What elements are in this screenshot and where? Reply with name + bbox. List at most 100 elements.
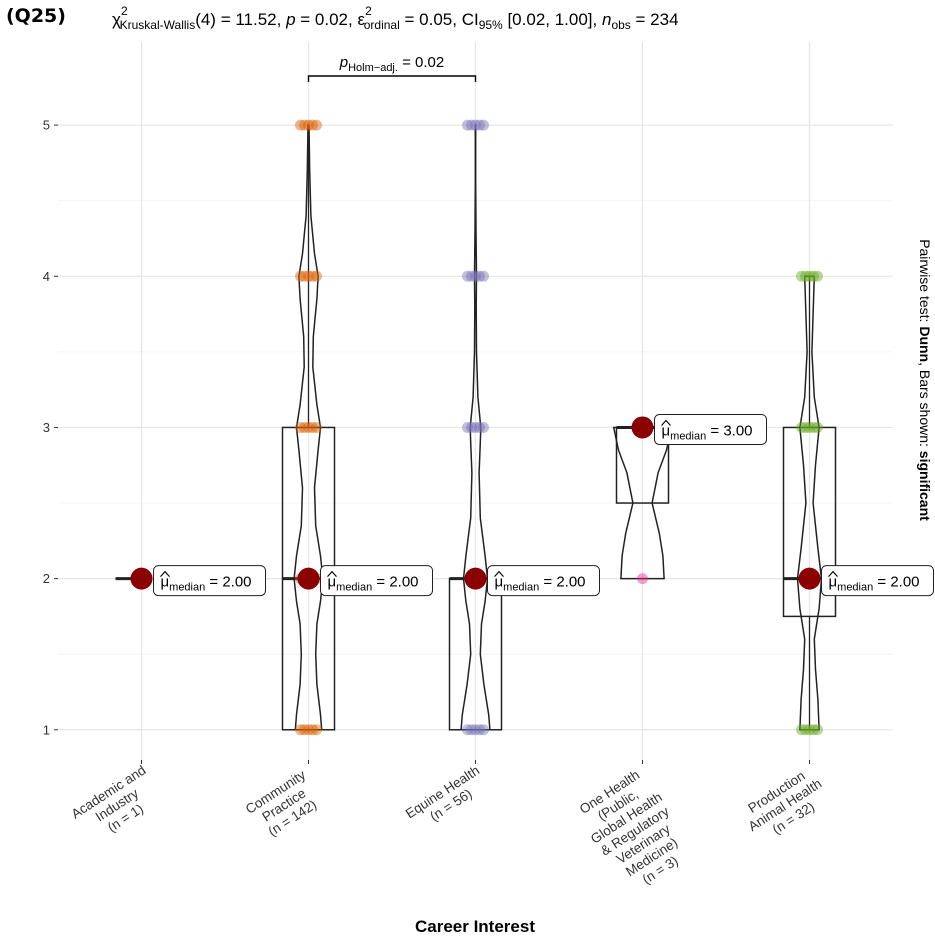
data-point <box>812 421 823 433</box>
y-tick-label: 4 <box>43 269 50 284</box>
median-dot-1 <box>297 567 320 590</box>
hat-icon <box>160 570 170 577</box>
data-point <box>462 119 473 131</box>
data-point <box>466 270 477 282</box>
y-tick-label: 2 <box>43 571 50 586</box>
data-point <box>462 270 473 282</box>
data-point <box>478 724 489 736</box>
data-point <box>311 421 322 433</box>
median-dot-0 <box>130 567 153 590</box>
violin-2 <box>460 124 491 731</box>
data-point <box>303 270 314 282</box>
y-tick-label: 3 <box>43 420 50 435</box>
data-point <box>808 421 819 433</box>
hat-icon <box>661 419 671 426</box>
data-point <box>478 119 489 131</box>
median-label-box <box>821 565 934 597</box>
data-point <box>470 270 481 282</box>
data-point <box>804 270 815 282</box>
category-label: Academic andIndustry(n = 1) <box>69 762 166 847</box>
hat-icon <box>327 570 337 577</box>
median-label-0: μmedian = 2.00 <box>153 565 266 597</box>
x-tick-label: One Health(Public,Global Health& Regulat… <box>571 763 698 898</box>
chart-subtitle: χ2 Kruskal-Wallis(4) = 11.52, p = 0.02, ε… <box>112 4 679 32</box>
median-label-2: μmedian = 2.00 <box>487 565 600 597</box>
y-axis-ticks: 1 2 3 4 5 <box>43 118 58 737</box>
data-point <box>808 724 819 736</box>
data-point <box>311 270 322 282</box>
category-label: Equine Health(n = 56) <box>403 763 491 835</box>
data-point <box>295 724 306 736</box>
category-label: ProductionAnimal Health(n = 32) <box>737 763 833 847</box>
data-point <box>466 119 477 131</box>
y-tick-label: 5 <box>43 118 50 133</box>
data-point <box>295 119 306 131</box>
category-label: CommunityPractice(n = 142) <box>243 767 326 843</box>
data-point <box>303 724 314 736</box>
data-point <box>800 724 811 736</box>
x-tick-label: CommunityPractice(n = 142) <box>243 767 326 843</box>
data-point <box>311 119 322 131</box>
data-point <box>470 119 481 131</box>
data-point <box>307 421 318 433</box>
panel-tag: (Q25) <box>6 5 66 27</box>
data-point <box>307 724 318 736</box>
hat-icon <box>828 570 838 577</box>
sig-bar-0 <box>307 75 477 82</box>
data-point <box>474 119 485 131</box>
sig-bar-label: pHolm−adj. = 0.02 <box>339 54 444 74</box>
data-point <box>800 421 811 433</box>
data-point <box>796 421 807 433</box>
data-point <box>466 421 477 433</box>
median-dot-4 <box>798 567 821 590</box>
x-tick-label: Academic andIndustry(n = 1) <box>69 762 166 847</box>
median-dot-2 <box>464 567 487 590</box>
data-point <box>796 724 807 736</box>
pairwise-caption: Pairwise test: Dunn, Bars shown: signifi… <box>917 239 933 521</box>
data-point <box>295 421 306 433</box>
data-point <box>466 724 477 736</box>
median-label-3: μmedian = 3.00 <box>654 413 767 445</box>
data-point <box>307 270 318 282</box>
data-point <box>303 421 314 433</box>
median-label-4: μmedian = 2.00 <box>821 565 934 597</box>
x-tick-label: Equine Health(n = 56) <box>403 763 491 835</box>
data-point <box>299 119 310 131</box>
x-tick-label: ProductionAnimal Health(n = 32) <box>737 763 833 847</box>
data-point <box>470 421 481 433</box>
data-point <box>299 724 310 736</box>
data-point <box>299 421 310 433</box>
data-point <box>812 724 823 736</box>
data-point <box>474 270 485 282</box>
data-point <box>295 270 306 282</box>
median-label-text: μmedian = 3.00 <box>662 422 753 442</box>
data-point <box>299 270 310 282</box>
data-point <box>303 119 314 131</box>
data-point <box>804 724 815 736</box>
x-axis-title: Career Interest <box>415 917 535 936</box>
x-axis-ticks: Academic andIndustry(n = 1) CommunityPrac… <box>69 760 833 898</box>
data-point <box>474 724 485 736</box>
median-label-box <box>487 565 600 597</box>
data-point <box>804 421 815 433</box>
data-point <box>478 270 489 282</box>
violin-3 <box>612 426 673 580</box>
data-point <box>307 119 318 131</box>
data-point <box>637 573 648 585</box>
data-point <box>462 724 473 736</box>
median-label-box <box>320 565 433 597</box>
data-point <box>462 421 473 433</box>
category-label: One Health(Public,Global Health& Regulat… <box>571 763 698 898</box>
box-4 <box>782 426 837 618</box>
data-point <box>800 270 811 282</box>
hat-icon <box>494 570 504 577</box>
data-point <box>808 270 819 282</box>
data-point <box>470 724 481 736</box>
data-points <box>295 119 823 736</box>
data-point <box>796 270 807 282</box>
data-point <box>474 421 485 433</box>
median-label-box <box>654 413 767 445</box>
data-point <box>812 270 823 282</box>
median-label-box <box>153 565 266 597</box>
